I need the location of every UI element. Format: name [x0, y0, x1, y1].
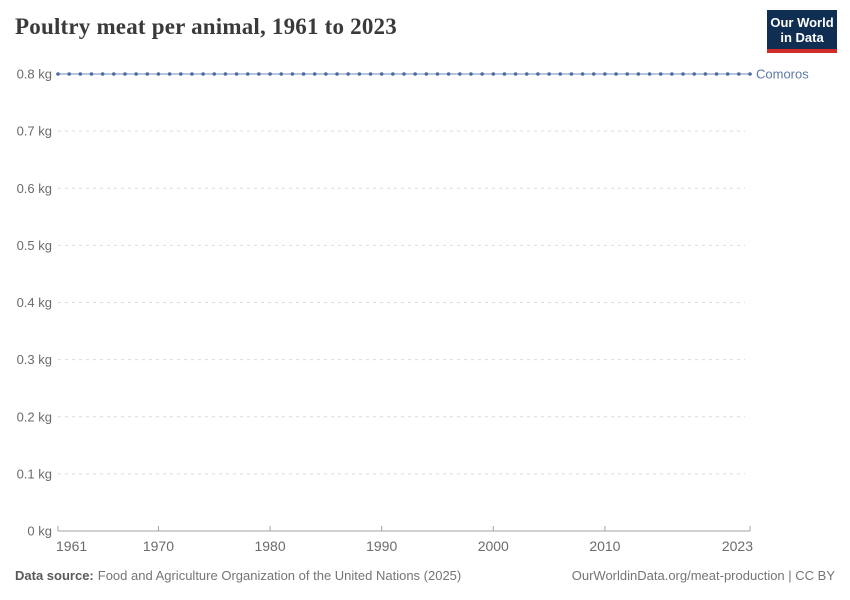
data-point [290, 72, 295, 76]
data-point [257, 72, 261, 76]
x-axis-tick-label: 1961 [56, 538, 87, 554]
data-point [312, 72, 317, 76]
data-point [156, 72, 161, 76]
data-point [658, 72, 663, 76]
data-point [402, 72, 406, 76]
data-point [513, 72, 518, 76]
data-point [201, 72, 205, 76]
data-point [491, 72, 496, 76]
data-point [357, 72, 362, 76]
x-axis-tick-label: 2000 [478, 538, 509, 554]
data-point [547, 72, 551, 76]
data-point [245, 72, 250, 76]
data-point [603, 72, 607, 76]
data-source-label: Data source: [15, 568, 94, 583]
series-end-label: Comoros [756, 67, 809, 82]
data-point [480, 72, 484, 76]
data-point [346, 72, 350, 76]
y-axis-tick-label: 0.5 kg [17, 238, 52, 253]
data-point [368, 72, 373, 76]
owid-logo-line1: Our World [770, 15, 834, 30]
data-point [167, 72, 172, 76]
data-point [379, 72, 384, 76]
y-axis-tick-label: 0.1 kg [17, 466, 52, 481]
data-point [324, 72, 328, 76]
data-point [178, 72, 183, 76]
data-point [625, 72, 630, 76]
chart-footer: Data source: Food and Agriculture Organiz… [15, 568, 835, 583]
data-point [580, 72, 585, 76]
data-point [56, 72, 60, 76]
x-axis-tick-label: 1970 [143, 538, 174, 554]
data-point [424, 72, 429, 76]
data-point [234, 72, 239, 76]
data-point [145, 72, 150, 76]
data-point [647, 72, 652, 76]
data-point [703, 72, 708, 76]
data-point [591, 72, 596, 76]
y-axis-tick-label: 0.2 kg [17, 409, 52, 424]
data-point [212, 72, 217, 76]
owid-logo-line2: in Data [780, 30, 824, 45]
data-point [301, 72, 306, 76]
data-point [446, 72, 451, 76]
data-point [112, 72, 116, 76]
data-point [502, 72, 507, 76]
data-point [558, 72, 563, 76]
data-point [223, 72, 228, 76]
data-point [692, 72, 696, 76]
data-point [123, 72, 127, 76]
y-axis-tick-label: 0.8 kg [17, 67, 52, 82]
data-point [636, 72, 641, 76]
data-point [458, 72, 462, 76]
data-point [681, 72, 685, 76]
data-point [524, 72, 529, 76]
data-point [413, 72, 417, 76]
data-point [435, 72, 440, 76]
y-axis-tick-label: 0.4 kg [17, 295, 52, 310]
data-point [268, 72, 272, 76]
data-point [569, 72, 574, 76]
data-point [748, 72, 752, 76]
data-point [100, 72, 105, 76]
data-point [536, 72, 540, 76]
y-axis-tick-label: 0.3 kg [17, 352, 52, 367]
data-point [714, 72, 719, 76]
y-axis-tick-label: 0 kg [27, 524, 52, 539]
data-point [737, 72, 741, 76]
owid-logo: Our World in Data [767, 10, 837, 53]
chart-title: Poultry meat per animal, 1961 to 2023 [15, 14, 397, 39]
data-point [391, 72, 395, 76]
data-point [67, 72, 71, 76]
data-point [335, 72, 339, 76]
data-point [134, 72, 138, 76]
data-point [279, 72, 284, 76]
x-axis-tick-label: 1990 [366, 538, 397, 554]
data-source-value: Food and Agriculture Organization of the… [97, 568, 462, 583]
y-axis-tick-label: 0.6 kg [17, 181, 52, 196]
data-point [190, 72, 194, 76]
data-point [469, 72, 473, 76]
x-axis-tick-label: 2023 [722, 538, 753, 554]
attribution: OurWorldinData.org/meat-production | CC … [571, 568, 835, 583]
line-chart: 0 kg 0.1 kg 0.2 kg 0.3 kg 0.4 kg 0.5 kg 0.6 kg… [17, 67, 810, 555]
x-axis-tick-label: 1980 [254, 538, 285, 554]
data-point [725, 72, 730, 76]
data-point [89, 72, 94, 76]
data-source: Data source: Food and Agriculture Organiz… [15, 568, 461, 583]
data-point [614, 72, 618, 76]
data-point [670, 72, 674, 76]
y-axis-tick-label: 0.7 kg [17, 124, 52, 139]
data-point [78, 72, 83, 76]
x-axis-tick-label: 2010 [589, 538, 620, 554]
